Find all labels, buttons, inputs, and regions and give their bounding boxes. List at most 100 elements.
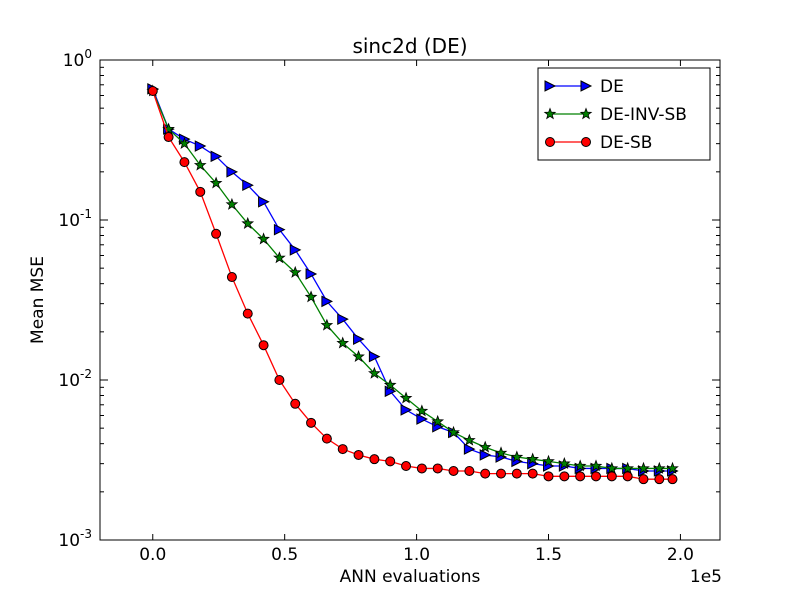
data-point-de-sb	[226, 272, 237, 283]
legend-label-de-sb: DE-SB	[600, 133, 652, 153]
data-point-de-sb	[575, 471, 586, 482]
x-tick-label: 0.5	[271, 545, 298, 565]
data-point-de-sb	[321, 433, 332, 444]
data-point-de-inv-sb	[621, 461, 634, 474]
data-point-de-inv-sb	[304, 290, 318, 303]
data-point-de-sb	[385, 456, 396, 467]
series-de-inv-sb	[146, 84, 679, 474]
data-point-de	[368, 350, 381, 363]
data-point-de	[273, 223, 286, 236]
data-point-de-sb	[622, 471, 633, 482]
series-de-sb	[147, 86, 678, 485]
data-point-de-sb	[606, 471, 617, 482]
data-point-de-sb	[464, 465, 475, 476]
data-point-de-sb	[448, 465, 459, 476]
y-tick-label: 10-1	[58, 207, 92, 231]
data-point-de	[210, 150, 223, 163]
data-point-de	[258, 195, 270, 208]
y-tick-label: 100	[63, 47, 92, 71]
data-point-de-inv-sb	[415, 404, 429, 417]
legend-marker-de-inv-sb	[543, 107, 557, 120]
data-point-de	[479, 449, 492, 461]
data-point-de-sb	[179, 157, 190, 168]
data-point-de-sb	[496, 468, 507, 479]
data-point-de-sb	[511, 468, 522, 479]
data-point-de-sb	[638, 474, 649, 485]
data-point-de-sb	[480, 468, 491, 479]
data-point-de-inv-sb	[589, 459, 603, 472]
data-point-de-inv-sb	[336, 336, 350, 349]
data-point-de	[416, 413, 428, 425]
plot-area: 0.0 0.5 1.0 1.5 2.0 10-3 10-2 10-1 100	[58, 47, 721, 565]
data-point-de	[226, 166, 239, 178]
data-point-de-sb	[559, 471, 570, 482]
data-point-de	[305, 268, 318, 280]
data-point-de-sb	[416, 463, 427, 474]
data-point-de-sb	[211, 228, 222, 239]
x-tick-label: 1.0	[403, 545, 430, 565]
data-point-de-inv-sb	[558, 457, 571, 470]
data-point-de-inv-sb	[573, 459, 587, 472]
legend: DE DE-INV-SB DE-SB	[537, 67, 711, 161]
data-point-de-inv-sb	[368, 366, 381, 379]
data-point-de-inv-sb	[666, 461, 679, 474]
series-line-de-inv-sb	[152, 90, 673, 470]
data-point-de-inv-sb	[193, 158, 207, 171]
legend-label-de: DE	[600, 77, 624, 97]
data-point-de-inv-sb	[463, 433, 476, 446]
x-tick-label: 1.5	[535, 545, 562, 565]
data-point-de-sb	[543, 471, 554, 482]
series-line-de-sb	[152, 90, 673, 480]
data-point-de-inv-sb	[542, 454, 555, 467]
data-point-de-inv-sb	[494, 446, 508, 459]
data-point-de-sb	[147, 86, 158, 97]
data-point-de-inv-sb	[447, 425, 460, 438]
data-point-de-sb	[290, 398, 301, 409]
legend-marker-de-sb	[581, 137, 591, 147]
data-point-de-sb	[369, 454, 380, 465]
data-point-de	[194, 140, 207, 152]
y-tick-label: 10-3	[58, 527, 92, 551]
data-point-de-sb	[258, 340, 269, 351]
series-line-de	[152, 88, 673, 472]
legend-marker-de-inv-sb	[579, 107, 593, 120]
data-point-de-inv-sb	[241, 216, 255, 229]
data-point-de-sb	[195, 186, 206, 197]
legend-marker-de-sb	[545, 137, 555, 147]
data-point-de-sb	[654, 474, 665, 485]
data-point-de	[400, 404, 413, 416]
data-point-de-inv-sb	[510, 450, 524, 463]
legend-label-de-inv-sb: DE-INV-SB	[600, 105, 687, 125]
x-tick-label: 2.0	[667, 545, 694, 565]
data-point-de-inv-sb	[257, 232, 270, 245]
data-point-de-inv-sb	[605, 461, 619, 474]
data-point-de-inv-sb	[209, 176, 223, 189]
data-point-de	[321, 295, 334, 308]
data-point-de-inv-sb	[273, 251, 286, 264]
data-point-de-inv-sb	[399, 391, 413, 404]
legend-marker-de	[544, 80, 557, 92]
data-point-de-inv-sb	[178, 137, 191, 150]
data-point-de-inv-sb	[383, 378, 397, 391]
data-point-de	[353, 333, 365, 345]
data-point-de	[463, 443, 476, 455]
y-axis-title: Mean MSE	[28, 256, 48, 344]
data-point-de-sb	[667, 474, 678, 485]
x-tick-label: 0.0	[139, 545, 166, 565]
data-point-de-sb	[337, 444, 348, 455]
data-point-de-inv-sb	[288, 265, 302, 278]
data-point-de-sb	[306, 417, 317, 428]
data-point-de-inv-sb	[431, 414, 445, 427]
data-point-de-sb	[591, 471, 601, 482]
data-point-de	[337, 313, 349, 325]
data-point-de-sb	[353, 449, 364, 460]
chart-title: sinc2d (DE)	[352, 34, 467, 58]
data-point-de-inv-sb	[352, 349, 365, 363]
data-point-de-sb	[163, 132, 174, 143]
x-axis-offset-label: 1e5	[690, 567, 722, 587]
data-point-de-sb	[401, 461, 412, 472]
data-point-de-sb	[242, 308, 253, 319]
data-point-de-inv-sb	[225, 197, 239, 210]
legend-marker-de	[580, 80, 593, 92]
